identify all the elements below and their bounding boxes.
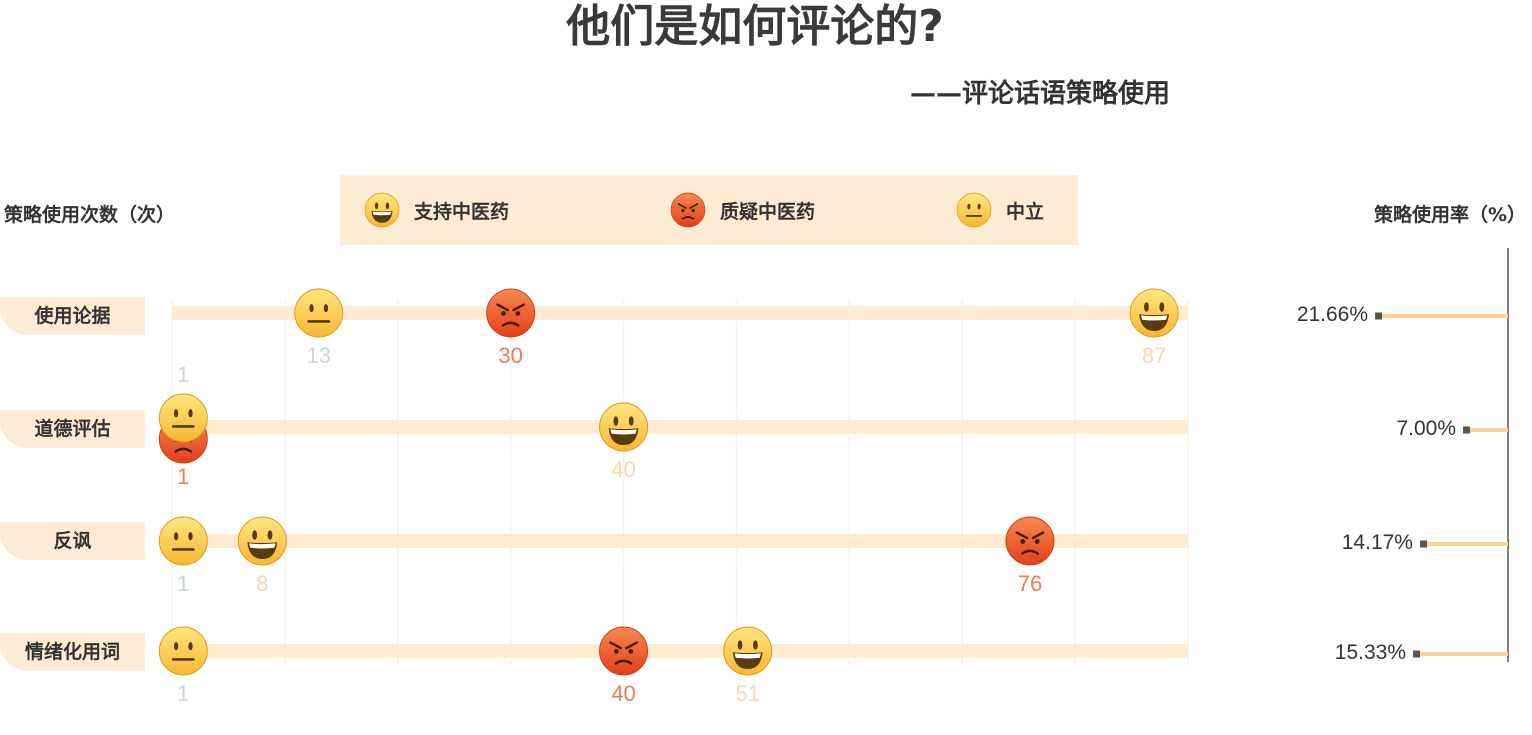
rate-marker <box>1419 540 1427 548</box>
angry-face-icon <box>670 192 706 228</box>
neutral-face-icon <box>956 192 992 228</box>
value-label-question: 30 <box>498 343 522 368</box>
neutral-face-icon-neutral-0 <box>294 288 344 338</box>
row-label-emotional-words: 情绪化用词 <box>0 633 145 671</box>
value-label-question: 76 <box>1018 571 1042 596</box>
grinning-face-icon-glyph <box>364 192 400 228</box>
row-label-irony: 反讽 <box>0 522 145 560</box>
row-band <box>172 420 1188 434</box>
angry-face-icon-question-3 <box>599 626 649 676</box>
grinning-face-icon <box>364 192 400 228</box>
rate-label-irony: 14.17% <box>1341 531 1413 554</box>
grinning-face-icon-support-3 <box>723 626 773 676</box>
value-label-neutral: 13 <box>307 343 331 368</box>
count-axis-label: 策略使用次数（次） <box>4 204 176 226</box>
neutral-face-icon-neutral-2 <box>158 516 208 566</box>
angry-face-icon-question-2 <box>1005 516 1055 566</box>
legend-item-support: 支持中医药 <box>364 192 509 228</box>
rate-marker <box>1413 650 1421 658</box>
value-label-neutral: 1 <box>177 362 189 387</box>
rate-axis-label: 策略使用率（%） <box>1373 204 1526 226</box>
value-label-question: 1 <box>177 464 189 489</box>
grinning-face-icon-support-1 <box>599 402 649 452</box>
neutral-face-icon-neutral-1 <box>158 393 208 443</box>
value-label-neutral: 1 <box>177 571 189 596</box>
value-label-support: 40 <box>611 457 635 482</box>
neutral-face-icon-neutral-3 <box>158 626 208 676</box>
grinning-face-icon-support-2 <box>237 516 287 566</box>
row-label-moral-evaluation: 道德评估 <box>0 410 145 448</box>
neutral-face-icon-glyph <box>956 192 992 228</box>
grinning-face-icon-support-0 <box>1129 288 1179 338</box>
rate-label-moral-evaluation: 7.00% <box>1396 417 1456 440</box>
chart-subtitle: ——评论话语策略使用 <box>910 79 1171 109</box>
value-label-neutral: 1 <box>177 681 189 706</box>
rate-marker <box>1463 426 1470 434</box>
legend-item-neutral: 中立 <box>956 192 1044 228</box>
legend-label-question: 质疑中医药 <box>720 200 816 223</box>
value-label-support: 87 <box>1142 343 1166 368</box>
value-label-support: 8 <box>256 571 268 596</box>
rate-label-evidence: 21.66% <box>1296 303 1369 326</box>
rate-marker <box>1375 312 1383 320</box>
legend-label-neutral: 中立 <box>1006 200 1045 223</box>
row-band <box>172 306 1188 320</box>
rate-label-emotional-words: 15.33% <box>1334 641 1407 664</box>
legend-label-support: 支持中医药 <box>414 200 510 223</box>
row-label-evidence: 使用论据 <box>0 297 145 335</box>
value-label-question: 40 <box>611 681 635 706</box>
legend-item-question: 质疑中医药 <box>670 192 815 228</box>
row-band <box>172 534 1188 548</box>
chart-title: 他们是如何评论的? <box>566 1 944 52</box>
angry-face-icon-question-0 <box>486 288 536 338</box>
value-label-support: 51 <box>735 681 759 706</box>
gridlines <box>171 300 1189 665</box>
legend: 支持中医药 质疑中医药 中立 <box>340 175 1078 245</box>
row-band <box>172 644 1188 658</box>
angry-face-icon-glyph <box>670 192 706 228</box>
